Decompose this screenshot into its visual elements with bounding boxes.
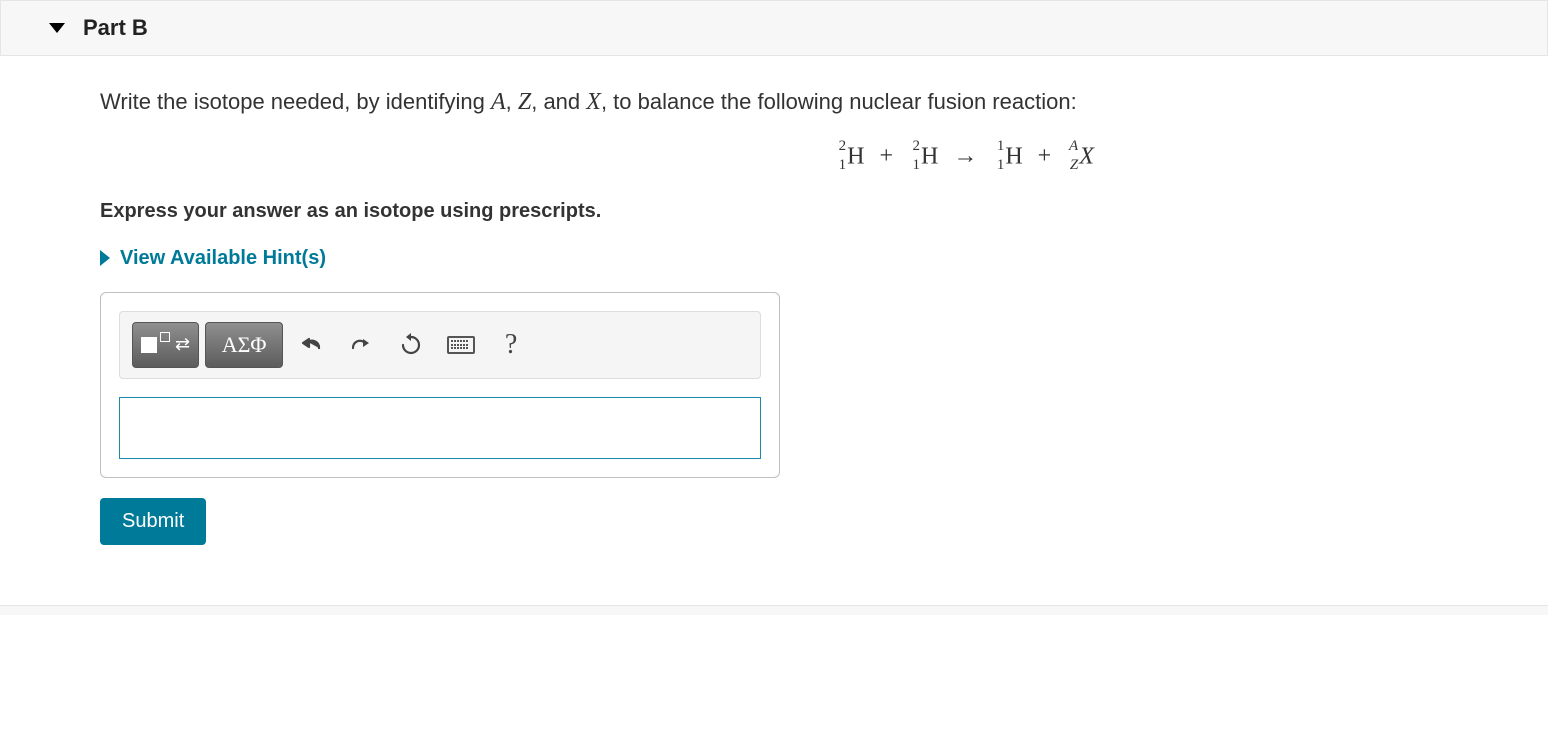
atomic-number: 1 (992, 158, 1004, 173)
atomic-number: 1 (834, 158, 846, 173)
atomic-number: 1 (908, 158, 920, 173)
chevron-right-icon (100, 250, 110, 266)
keyboard-button[interactable] (439, 322, 483, 368)
mass-number: 1 (992, 139, 1004, 154)
part-content: Write the isotope needed, by identifying… (0, 56, 1548, 575)
part-title: Part B (83, 15, 148, 41)
submit-button[interactable]: Submit (100, 498, 206, 545)
footer-divider (0, 605, 1548, 615)
reset-icon (399, 333, 423, 357)
isotope-term: 2 1H (908, 142, 938, 172)
keyboard-icon (447, 336, 475, 354)
mass-number: 2 (908, 139, 920, 154)
redo-button[interactable] (339, 322, 383, 368)
help-button[interactable]: ? (489, 322, 533, 368)
mass-number: 2 (834, 139, 846, 154)
undo-icon (299, 333, 323, 357)
element-symbol: H (921, 143, 938, 169)
plus-operator: + (1038, 143, 1052, 169)
element-symbol: H (847, 143, 864, 169)
answer-input[interactable] (119, 397, 761, 459)
var-a: A (491, 89, 506, 115)
prompt-text: , and (531, 89, 586, 114)
element-symbol: X (1079, 143, 1094, 169)
isotope-term: 2 1H (834, 142, 864, 172)
answer-panel: ⇄ ΑΣΦ ? (100, 292, 780, 478)
element-symbol: H (1005, 143, 1022, 169)
var-x: X (586, 89, 601, 115)
prompt-text: , to balance the following nuclear fusio… (601, 89, 1077, 114)
part-header[interactable]: Part B (0, 0, 1548, 56)
templates-button[interactable]: ⇄ (132, 322, 199, 368)
isotope-term: 1 1H (992, 142, 1022, 172)
template-icon: ⇄ (141, 334, 190, 355)
undo-button[interactable] (289, 322, 333, 368)
redo-icon (349, 333, 373, 357)
chevron-down-icon (49, 23, 65, 33)
plus-operator: + (879, 143, 893, 169)
prompt-text: Write the isotope needed, by identifying (100, 89, 491, 114)
greek-symbols-button[interactable]: ΑΣΦ (205, 322, 283, 368)
equation-toolbar: ⇄ ΑΣΦ ? (119, 311, 761, 379)
hints-label: View Available Hint(s) (120, 247, 326, 270)
var-z: Z (518, 89, 531, 115)
prompt-text: , (506, 89, 518, 114)
view-hints-button[interactable]: View Available Hint(s) (100, 247, 1528, 270)
answer-instruction: Express your answer as an isotope using … (100, 200, 1528, 223)
nuclear-equation: 21H + 21H → 11H + AZX (100, 142, 1528, 172)
reset-button[interactable] (389, 322, 433, 368)
arrow-operator: → (953, 143, 977, 169)
atomic-number: Z (1066, 158, 1078, 173)
isotope-term: AZX (1066, 142, 1094, 172)
mass-number: A (1066, 139, 1078, 154)
question-prompt: Write the isotope needed, by identifying… (100, 86, 1528, 120)
